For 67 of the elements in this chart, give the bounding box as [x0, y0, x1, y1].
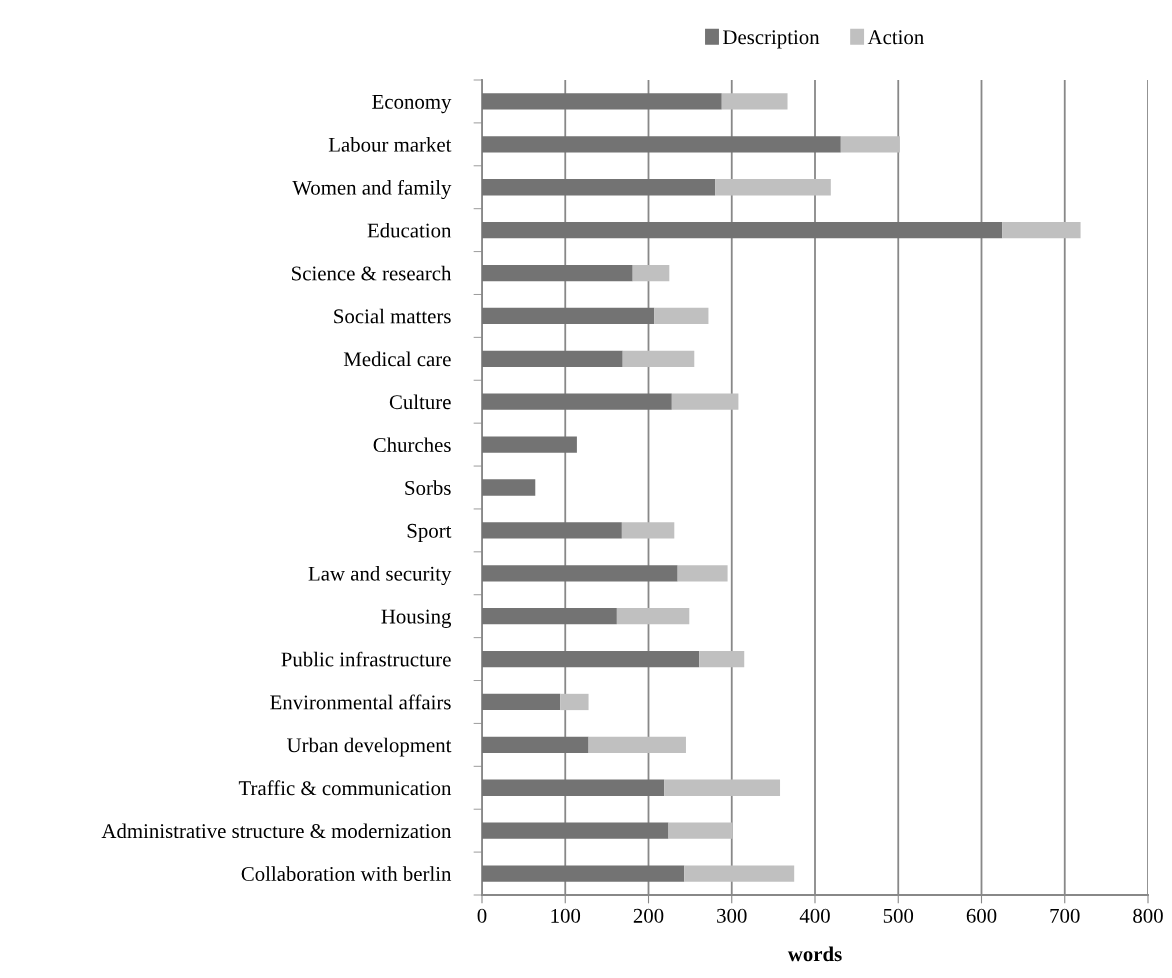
x-tick-label: 100 [551, 908, 581, 923]
x-tick-label: 0 [477, 908, 487, 923]
x-tick-label: 300 [717, 908, 747, 923]
bar [482, 264, 633, 282]
bar [560, 693, 589, 711]
bar [482, 307, 655, 325]
y-tick-label: Medical care [343, 351, 451, 367]
x-tick-label: 600 [966, 908, 997, 923]
bar [616, 608, 690, 625]
bar [482, 436, 577, 453]
y-tick-label: Science & research [292, 265, 452, 281]
y-tick-label: Sorbs [405, 480, 451, 495]
bar [482, 650, 700, 668]
y-tick-label: Environmental affairs [270, 694, 451, 710]
bar [482, 393, 672, 410]
bar [482, 350, 623, 367]
bar [482, 136, 841, 153]
bar [715, 179, 831, 196]
bar [671, 393, 739, 410]
x-tick-label: 500 [883, 908, 914, 923]
bar [588, 736, 686, 754]
bar [482, 736, 589, 754]
y-tick-label: Collaboration with berlin [241, 866, 452, 881]
y-tick-label: Urban development [287, 737, 452, 757]
legend-label: Description [723, 30, 820, 49]
x-tick-label: 700 [1050, 908, 1080, 923]
y-tick-label: Sport [407, 523, 452, 543]
bar [654, 307, 709, 325]
bar [699, 650, 745, 668]
y-tick-label: Social matters [334, 308, 451, 324]
y-tick-label: Traffic & communication [238, 780, 452, 796]
bar [482, 779, 665, 796]
bar [684, 865, 795, 882]
bar [1002, 221, 1081, 239]
y-tick-label: Law and security [308, 566, 452, 586]
y-tick-label: Churches [373, 437, 451, 453]
y-tick-label: Education [367, 222, 452, 238]
bar [482, 608, 617, 625]
legend-label: Action [867, 30, 924, 45]
bar [632, 264, 670, 282]
y-tick-label: Public infrastructure [281, 651, 451, 667]
bar [622, 350, 695, 367]
x-axis-title: words [787, 946, 842, 962]
bar [621, 522, 675, 539]
bar [721, 93, 788, 110]
y-tick-label: Economy [372, 95, 452, 114]
y-tick-label: Housing [381, 609, 452, 628]
bar [668, 822, 733, 839]
bar [482, 93, 722, 110]
bar [482, 693, 561, 711]
bar [482, 865, 685, 882]
bar [482, 565, 678, 582]
bar [482, 221, 1003, 239]
y-tick-label: Culture [389, 394, 451, 410]
bar [677, 565, 728, 582]
bar [664, 779, 781, 796]
x-tick-label: 400 [799, 908, 830, 923]
bar [482, 822, 669, 839]
bar [482, 179, 716, 196]
y-tick-label: Administrative structure & modernization [101, 823, 452, 839]
bar [482, 479, 536, 496]
x-tick-label: 200 [633, 908, 664, 923]
y-tick-label: Labour market [328, 137, 452, 152]
y-tick-label: Women and family [292, 179, 452, 200]
bar [840, 136, 900, 153]
x-tick-label: 800 [1133, 908, 1163, 923]
bar [482, 522, 622, 539]
